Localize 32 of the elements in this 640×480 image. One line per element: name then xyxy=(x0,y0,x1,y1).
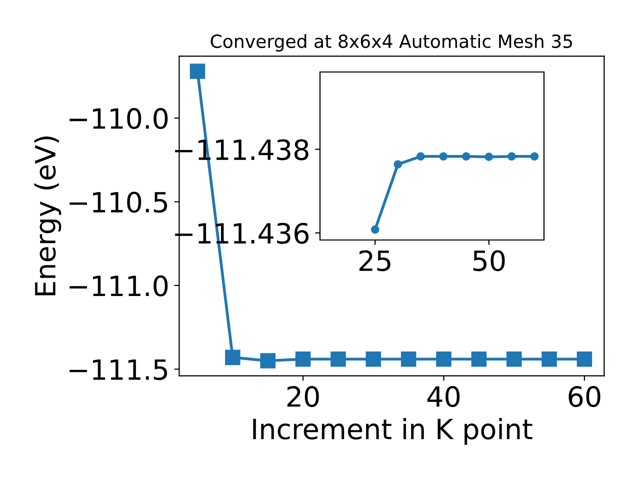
point xyxy=(542,351,557,367)
point xyxy=(295,351,311,367)
point xyxy=(576,351,592,367)
point xyxy=(400,351,416,367)
point xyxy=(530,152,539,161)
y-tick-label: −111.5 xyxy=(70,359,168,380)
y-tick-label: −110.0 xyxy=(70,108,168,130)
x-tick-label: 20 xyxy=(287,386,319,408)
point xyxy=(366,351,382,367)
y-tick-label: −110.5 xyxy=(70,192,168,213)
point xyxy=(394,160,402,169)
point xyxy=(506,351,522,367)
x-tick-label: 25 xyxy=(359,250,390,272)
point xyxy=(462,152,470,161)
point xyxy=(370,225,380,234)
point xyxy=(508,152,516,161)
chart-title: Converged at 8x6x4 Automatic Mesh 35 xyxy=(210,34,572,52)
point xyxy=(471,351,487,367)
x-axis-title: Increment in K point xyxy=(253,418,532,445)
point xyxy=(225,350,240,366)
y-tick-label: −111.0 xyxy=(70,275,168,296)
x-tick-label: 40 xyxy=(427,386,460,408)
x-tick-label: 50 xyxy=(473,250,505,272)
point xyxy=(416,152,425,161)
x-tick-label: 60 xyxy=(568,386,600,408)
point xyxy=(436,351,452,367)
point xyxy=(190,64,206,79)
point xyxy=(260,353,276,368)
point xyxy=(439,152,448,161)
point xyxy=(330,351,346,367)
y-axis-title: Energy (eV) xyxy=(34,136,62,296)
point xyxy=(484,152,494,162)
